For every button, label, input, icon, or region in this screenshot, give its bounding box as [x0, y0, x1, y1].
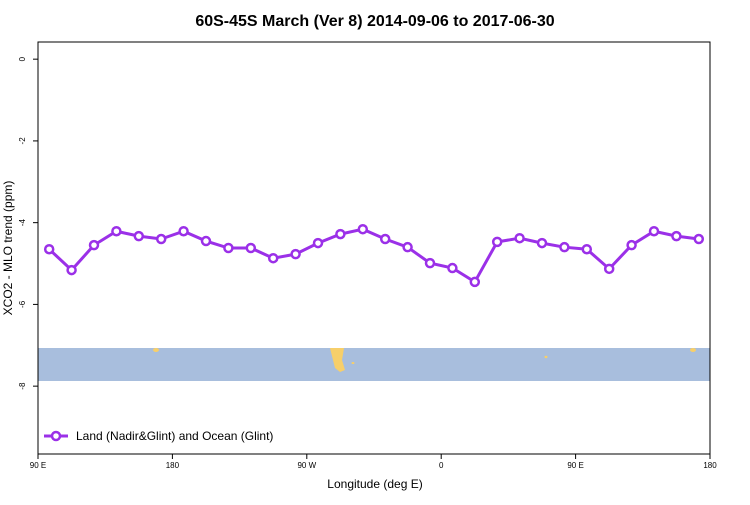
data-point	[491, 236, 503, 248]
data-point	[312, 237, 324, 249]
data-point	[559, 241, 570, 253]
y-tick-label: -8	[18, 382, 27, 390]
data-point	[581, 243, 593, 255]
data-point	[111, 225, 122, 237]
y-tick-label: 0	[18, 56, 27, 61]
data-point	[66, 264, 77, 276]
series-line	[48, 227, 699, 285]
y-tick-label: -2	[18, 137, 27, 145]
data-point	[178, 225, 189, 237]
x-tick-label: 0	[439, 461, 444, 470]
data-point	[603, 263, 615, 275]
data-point	[88, 239, 100, 251]
data-point	[648, 225, 660, 237]
data-point	[671, 230, 682, 242]
data-point	[402, 241, 413, 253]
y-tick-label: -4	[18, 219, 27, 227]
y-axis-label: XCO2 - MLO trend (ppm)	[1, 181, 15, 316]
data-point	[43, 243, 55, 255]
data-point	[379, 233, 391, 245]
data-point	[514, 232, 525, 244]
data-point	[536, 237, 548, 249]
x-axis-label: Longitude (deg E)	[327, 477, 422, 491]
data-point	[200, 235, 212, 247]
data-point	[245, 242, 257, 254]
x-tick-label: 90 E	[30, 461, 46, 470]
data-point	[626, 239, 637, 251]
data-point	[693, 233, 705, 245]
x-tick-label: 180	[703, 461, 717, 470]
data-point	[447, 262, 458, 274]
legend-marker	[50, 430, 62, 442]
data-point	[357, 223, 369, 235]
chart-title: 60S-45S March (Ver 8) 2014-09-06 to 2017…	[195, 13, 554, 30]
data-point	[155, 233, 167, 245]
plot-frame	[37, 41, 711, 455]
y-tick-label: -6	[18, 300, 27, 308]
data-point	[223, 242, 234, 254]
map-strip	[38, 348, 710, 381]
data-point	[133, 230, 145, 242]
legend-label: Land (Nadir&Glint) and Ocean (Glint)	[76, 429, 273, 443]
data-point	[424, 257, 436, 269]
data-point	[290, 248, 301, 260]
x-tick-label: 90 E	[567, 461, 583, 470]
data-point	[469, 276, 481, 288]
x-tick-label: 180	[166, 461, 180, 470]
data-point	[267, 252, 279, 264]
data-point	[335, 228, 346, 240]
x-tick-label: 90 W	[297, 461, 316, 470]
